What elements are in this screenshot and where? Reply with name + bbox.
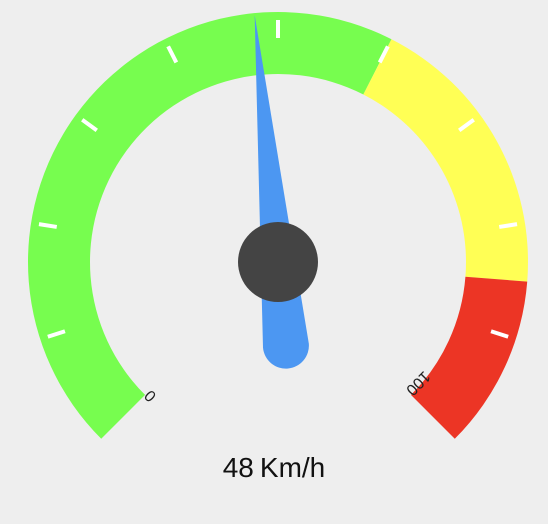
gauge-tick: [47, 329, 66, 339]
gauge-segment-1: [363, 39, 528, 282]
gauge-tick: [81, 118, 98, 132]
gauge-tick: [377, 45, 390, 64]
gauge-ticks: [38, 20, 518, 339]
gauge-segment-2: [410, 276, 528, 439]
gauge-tick: [498, 222, 518, 229]
gauge-tick: [166, 45, 179, 64]
speed-value: 48: [222, 452, 254, 483]
gauge-tick: [490, 329, 509, 339]
speed-unit: Km/h: [259, 452, 326, 483]
gauge-arc: [27, 11, 528, 439]
gauge-hub: [238, 222, 318, 302]
gauge-tick: [458, 118, 475, 132]
gauge-tick: [38, 222, 58, 229]
gauge-segment-0: [27, 11, 392, 439]
speed-readout: 48 Km/h: [0, 452, 548, 484]
